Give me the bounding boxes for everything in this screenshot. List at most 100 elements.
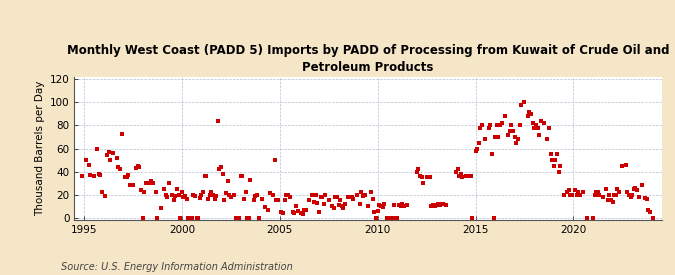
Point [238, 197, 249, 202]
Point [162, 195, 173, 199]
Point [119, 175, 130, 180]
Point [209, 197, 220, 202]
Point [186, 216, 197, 220]
Point [175, 216, 186, 220]
Point [310, 192, 321, 197]
Point [335, 198, 346, 203]
Point [180, 194, 190, 198]
Point [604, 192, 615, 197]
Point [392, 216, 402, 220]
Point [558, 192, 569, 197]
Point [626, 192, 637, 197]
Point [581, 216, 592, 220]
Point [456, 172, 466, 176]
Point [168, 198, 179, 203]
Point [452, 167, 463, 171]
Point [160, 192, 171, 197]
Point [111, 156, 122, 160]
Point [315, 195, 326, 199]
Point [333, 203, 344, 207]
Point [397, 202, 408, 206]
Point [614, 190, 624, 194]
Point [253, 216, 264, 220]
Point [358, 194, 369, 198]
Point [273, 198, 284, 203]
Point [85, 173, 96, 177]
Point [343, 195, 354, 199]
Point [283, 192, 294, 197]
Point [338, 206, 349, 211]
Point [244, 216, 254, 220]
Point [198, 190, 209, 194]
Point [229, 192, 240, 197]
Point [348, 197, 358, 202]
Point [500, 114, 510, 119]
Point [128, 183, 138, 188]
Point [320, 192, 331, 197]
Point [84, 163, 95, 167]
Point [80, 158, 91, 162]
Point [199, 174, 210, 178]
Point [256, 197, 267, 202]
Point [97, 190, 107, 194]
Point [472, 146, 483, 151]
Point [512, 137, 523, 141]
Point [308, 199, 319, 204]
Point [369, 210, 380, 214]
Point [609, 192, 620, 197]
Point [194, 196, 205, 200]
Point [105, 158, 115, 162]
Point [185, 216, 196, 220]
Point [297, 212, 308, 216]
Point [328, 206, 339, 211]
Point [379, 202, 389, 206]
Point [605, 198, 616, 203]
Point [190, 194, 200, 198]
Point [362, 204, 373, 208]
Point [307, 192, 318, 197]
Point [171, 187, 182, 191]
Point [323, 198, 334, 203]
Point [217, 172, 228, 176]
Point [260, 205, 271, 210]
Point [529, 126, 539, 130]
Point [428, 203, 439, 207]
Point [637, 183, 647, 188]
Point [504, 129, 515, 133]
Point [346, 195, 357, 199]
Point [183, 216, 194, 220]
Point [641, 197, 652, 202]
Point [570, 188, 580, 192]
Point [214, 167, 225, 171]
Point [535, 119, 546, 123]
Point [271, 198, 282, 203]
Point [385, 216, 396, 220]
Point [562, 190, 572, 194]
Point [571, 192, 582, 197]
Point [548, 164, 559, 168]
Point [473, 141, 484, 145]
Point [115, 167, 126, 171]
Point [277, 211, 288, 215]
Point [88, 174, 99, 178]
Point [356, 190, 367, 194]
Point [418, 181, 429, 185]
Point [245, 177, 256, 182]
Point [235, 174, 246, 178]
Point [414, 174, 425, 178]
Point [394, 203, 404, 207]
Point [527, 121, 538, 125]
Point [534, 133, 545, 137]
Point [354, 202, 365, 206]
Point [313, 210, 324, 214]
Point [291, 204, 302, 208]
Point [625, 195, 636, 199]
Point [488, 216, 499, 220]
Point [367, 197, 378, 202]
Point [327, 204, 338, 208]
Point [547, 158, 558, 162]
Point [516, 103, 526, 107]
Point [441, 203, 452, 207]
Point [240, 190, 251, 194]
Point [460, 174, 471, 178]
